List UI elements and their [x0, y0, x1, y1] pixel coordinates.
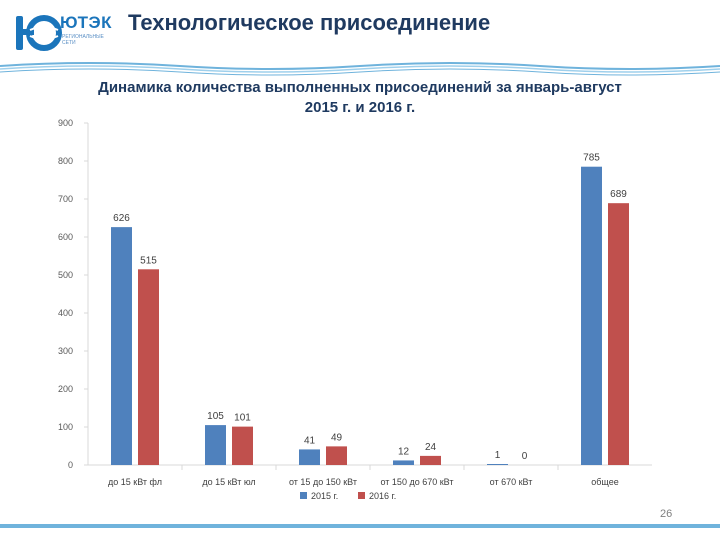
bar-2016	[420, 455, 441, 465]
legend-swatch	[300, 492, 307, 499]
x-tick-label: от 670 кВт	[490, 477, 533, 487]
bar-2015	[299, 449, 320, 465]
header-wave-divider	[0, 62, 720, 76]
x-tick-label: от 150 до 670 кВт	[381, 477, 454, 487]
company-logo	[14, 12, 114, 54]
y-tick-label: 800	[58, 156, 73, 166]
legend-swatch	[358, 492, 365, 499]
y-tick-label: 300	[58, 346, 73, 356]
logo-icon	[16, 15, 62, 51]
chart-title: Динамика количества выполненных присоеди…	[0, 78, 720, 118]
footer-divider	[0, 524, 720, 528]
data-label: 689	[610, 189, 627, 200]
bar-2016	[326, 446, 347, 465]
logo-subtitle: РЕГИОНАЛЬНЫЕ СЕТИ	[62, 34, 104, 46]
data-label: 785	[583, 153, 600, 164]
data-label: 0	[522, 451, 528, 462]
logo-text: ЮТЭК	[60, 13, 112, 32]
bar-2015	[487, 464, 508, 465]
bar-2016	[608, 203, 629, 465]
data-label: 105	[207, 411, 224, 422]
y-tick-label: 400	[58, 308, 73, 318]
bar-2015	[205, 425, 226, 465]
data-label: 101	[234, 413, 251, 424]
y-tick-label: 600	[58, 232, 73, 242]
legend-label: 2015 г.	[311, 491, 338, 501]
bar-2015	[111, 227, 132, 465]
data-label: 24	[425, 442, 437, 453]
legend-label: 2016 г.	[369, 491, 396, 501]
bar-2015	[393, 460, 414, 465]
y-tick-label: 500	[58, 270, 73, 280]
bar-2016	[138, 269, 159, 465]
x-tick-label: до 15 кВт фл	[108, 477, 162, 487]
data-label: 515	[140, 255, 157, 266]
x-tick-label: от 15 до 150 кВт	[289, 477, 357, 487]
page-number: 26	[660, 508, 673, 520]
y-tick-label: 900	[58, 118, 73, 128]
data-label: 626	[113, 213, 130, 224]
x-tick-label: до 15 кВт юл	[202, 477, 255, 487]
y-tick-label: 0	[68, 460, 73, 470]
bar-2016	[232, 426, 253, 465]
chart-title-line2: 2015 г. и 2016 г.	[304, 99, 416, 116]
y-tick-label: 700	[58, 194, 73, 204]
x-tick-label: общее	[591, 477, 618, 487]
bar-2015	[581, 166, 602, 465]
data-label: 1	[495, 450, 501, 461]
y-tick-label: 100	[58, 422, 73, 432]
data-label: 41	[304, 435, 316, 446]
data-label: 12	[398, 446, 410, 457]
page-title: Технологическое присоединение	[128, 10, 491, 35]
y-tick-label: 200	[58, 384, 73, 394]
data-label: 49	[331, 432, 343, 443]
chart-title-line1: Динамика количества выполненных присоеди…	[98, 79, 622, 96]
